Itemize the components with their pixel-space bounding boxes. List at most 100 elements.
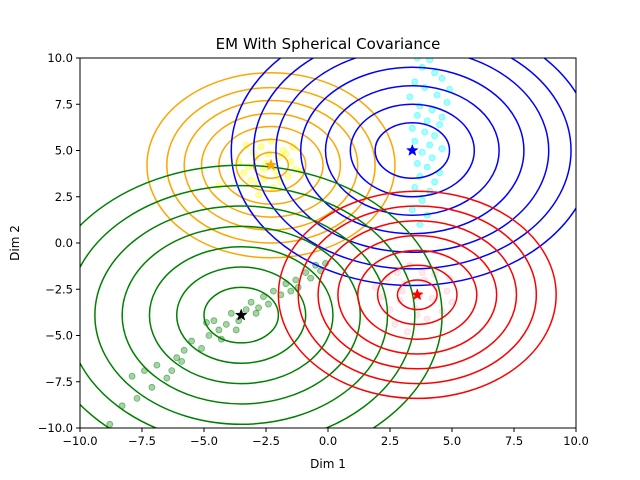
y-tick-label: −7.5: [45, 375, 73, 389]
data-point: [423, 315, 431, 323]
data-point: [426, 141, 434, 149]
data-point: [232, 326, 240, 334]
data-point: [287, 287, 295, 295]
data-point: [178, 357, 186, 365]
data-point: [247, 176, 255, 184]
data-point: [408, 124, 416, 132]
data-point: [188, 337, 196, 345]
data-point: [265, 300, 272, 308]
data-point: [279, 147, 287, 154]
data-point: [431, 178, 439, 186]
x-tick-label: 5.0: [443, 434, 461, 448]
data-point: [428, 154, 436, 162]
data-point: [106, 420, 114, 428]
data-point: [215, 182, 223, 190]
contour-ring: [183, 99, 359, 231]
x-tick-label: 2.5: [381, 434, 399, 448]
data-point: [153, 361, 161, 369]
x-tick-label: 10.0: [563, 434, 589, 448]
data-point: [438, 74, 446, 82]
data-point: [284, 172, 292, 180]
contour-ring: [80, 164, 443, 428]
data-point: [257, 143, 265, 151]
contour-ring: [148, 245, 334, 385]
data-point: [418, 148, 426, 156]
contour-ring: [299, 66, 525, 235]
data-point: [411, 184, 419, 191]
contour-ring: [396, 279, 438, 311]
x-axis-label: Dim 1: [310, 457, 346, 471]
data-point: [163, 374, 171, 382]
y-tick-label: 2.5: [55, 190, 73, 204]
data-point: [431, 132, 439, 140]
contour-ring: [374, 122, 451, 179]
data-point: [247, 298, 255, 306]
x-tick-label: −5.0: [190, 434, 218, 448]
data-point: [443, 287, 451, 295]
contour-ring: [277, 190, 557, 400]
data-point: [133, 394, 141, 402]
data-point: [227, 309, 235, 317]
data-point: [413, 111, 421, 119]
data-point: [173, 354, 181, 362]
data-point: [210, 317, 218, 325]
contour-lines: [80, 58, 576, 428]
component-centers: [234, 143, 424, 321]
chart-title: EM With Spherical Covariance: [216, 35, 441, 53]
data-point: [403, 328, 411, 336]
y-tick-label: 7.5: [55, 97, 73, 111]
x-tick-label: 0.0: [319, 434, 337, 448]
data-point: [411, 78, 419, 86]
data-point: [398, 287, 406, 295]
data-point: [168, 367, 176, 375]
data-point: [443, 99, 451, 106]
contour-ring: [166, 86, 376, 244]
data-point: [282, 150, 290, 158]
data-point: [431, 69, 439, 77]
contour-ring: [203, 286, 280, 344]
data-point: [411, 137, 419, 145]
data-point: [240, 169, 248, 177]
contour-ring: [200, 112, 342, 218]
contour-ring: [80, 184, 416, 428]
data-point: [242, 306, 250, 314]
data-point: [428, 295, 436, 302]
data-point: [423, 163, 431, 171]
plot-frame: [79, 57, 577, 429]
y-tick-label: −5.0: [45, 329, 73, 343]
y-tick-label: −2.5: [45, 282, 73, 296]
data-point: [255, 304, 262, 312]
data-point: [438, 145, 446, 153]
contour-ring: [252, 58, 572, 270]
contour-ring: [376, 264, 458, 326]
center-star-marker: [264, 158, 278, 171]
x-tick-label: −2.5: [252, 434, 280, 448]
contour-ring: [337, 234, 498, 355]
data-point: [433, 91, 441, 99]
center-star-marker: [410, 288, 424, 301]
data-point: [416, 221, 424, 228]
contour-ring: [175, 266, 307, 364]
contour-ring: [230, 58, 576, 287]
data-point: [448, 298, 456, 306]
y-tick-label: −10.0: [38, 421, 73, 435]
contour-ring: [121, 225, 361, 405]
y-tick-label: 0.0: [55, 236, 73, 250]
data-point: [406, 93, 414, 101]
data-point: [222, 320, 230, 328]
data-point: [413, 58, 421, 62]
contour-ring: [324, 85, 500, 216]
center-star-marker: [405, 143, 419, 156]
data-point: [270, 287, 277, 295]
contour-ring: [357, 249, 478, 340]
x-tick-label: −10.0: [62, 434, 97, 448]
data-point: [371, 283, 379, 291]
scatter-points: [106, 58, 456, 428]
x-tick-label: 7.5: [505, 434, 523, 448]
data-point: [148, 383, 156, 391]
y-tick-label: 5.0: [55, 144, 73, 158]
data-point: [421, 128, 429, 136]
y-axis-ticks: −10.0 −7.5 −5.0 −2.5 0.0 2.5 5.0 7.5 10.0: [38, 51, 80, 435]
y-tick-label: 10.0: [47, 51, 73, 65]
